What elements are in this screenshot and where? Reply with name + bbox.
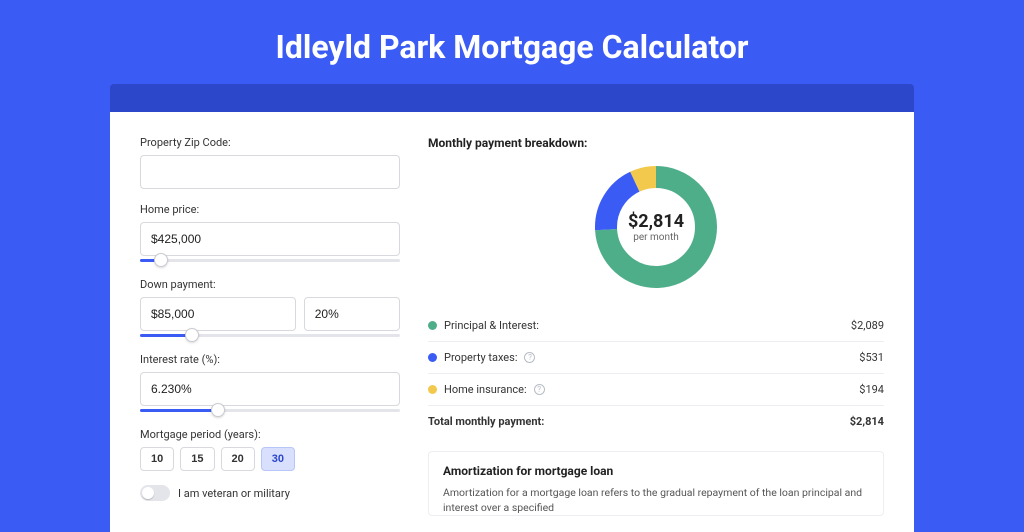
period-group: 1015 2030 [140, 447, 400, 471]
breakdown-column: Monthly payment breakdown: $2,814 per mo… [428, 136, 884, 532]
calculator-card: Property Zip Code: Home price: Down paym… [110, 112, 914, 532]
home-price-input[interactable] [140, 222, 400, 256]
breakdown-value: $194 [859, 383, 884, 396]
total-value: $2,814 [850, 415, 884, 428]
amortization-title: Amortization for mortgage loan [443, 464, 869, 478]
zip-input[interactable] [140, 155, 400, 189]
home-price-slider[interactable] [140, 254, 400, 268]
header-accent-bar [110, 84, 914, 112]
breakdown-label: Principal & Interest: [444, 319, 539, 332]
period-button-10[interactable]: 10 [140, 447, 174, 471]
down-payment-slider[interactable] [140, 329, 400, 343]
legend-dot [428, 321, 437, 330]
breakdown-row: Property taxes:? $531 [428, 341, 884, 373]
home-price-label: Home price: [140, 203, 400, 216]
donut-chart: $2,814 per month [591, 162, 721, 292]
info-icon[interactable]: ? [534, 384, 545, 395]
down-payment-amount-input[interactable] [140, 297, 296, 331]
breakdown-label: Property taxes: [444, 351, 517, 364]
toggle-knob [142, 487, 154, 499]
breakdown-value: $2,089 [851, 319, 884, 332]
breakdown-value: $531 [859, 351, 884, 364]
period-button-20[interactable]: 20 [221, 447, 255, 471]
down-payment-label: Down payment: [140, 278, 400, 291]
interest-input[interactable] [140, 372, 400, 406]
interest-slider[interactable] [140, 404, 400, 418]
donut-center-value: $2,814 [628, 211, 684, 232]
breakdown-row: Principal & Interest: $2,089 [428, 310, 884, 341]
amortization-text: Amortization for a mortgage loan refers … [443, 486, 869, 515]
interest-label: Interest rate (%): [140, 353, 400, 366]
donut-center-sub: per month [633, 232, 679, 243]
veteran-label: I am veteran or military [178, 487, 290, 500]
page-title: Idleyld Park Mortgage Calculator [0, 0, 1024, 84]
period-label: Mortgage period (years): [140, 428, 400, 441]
down-payment-percent-input[interactable] [304, 297, 400, 331]
zip-label: Property Zip Code: [140, 136, 400, 149]
period-button-30[interactable]: 30 [261, 447, 295, 471]
amortization-panel: Amortization for mortgage loan Amortizat… [428, 451, 884, 516]
period-button-15[interactable]: 15 [180, 447, 214, 471]
total-label: Total monthly payment: [428, 415, 544, 428]
breakdown-row: Home insurance:? $194 [428, 373, 884, 405]
info-icon[interactable]: ? [524, 352, 535, 363]
breakdown-title: Monthly payment breakdown: [428, 136, 884, 150]
breakdown-label: Home insurance: [444, 383, 527, 396]
legend-dot [428, 385, 437, 394]
form-column: Property Zip Code: Home price: Down paym… [140, 136, 400, 532]
veteran-toggle[interactable] [140, 485, 170, 501]
legend-dot [428, 353, 437, 362]
